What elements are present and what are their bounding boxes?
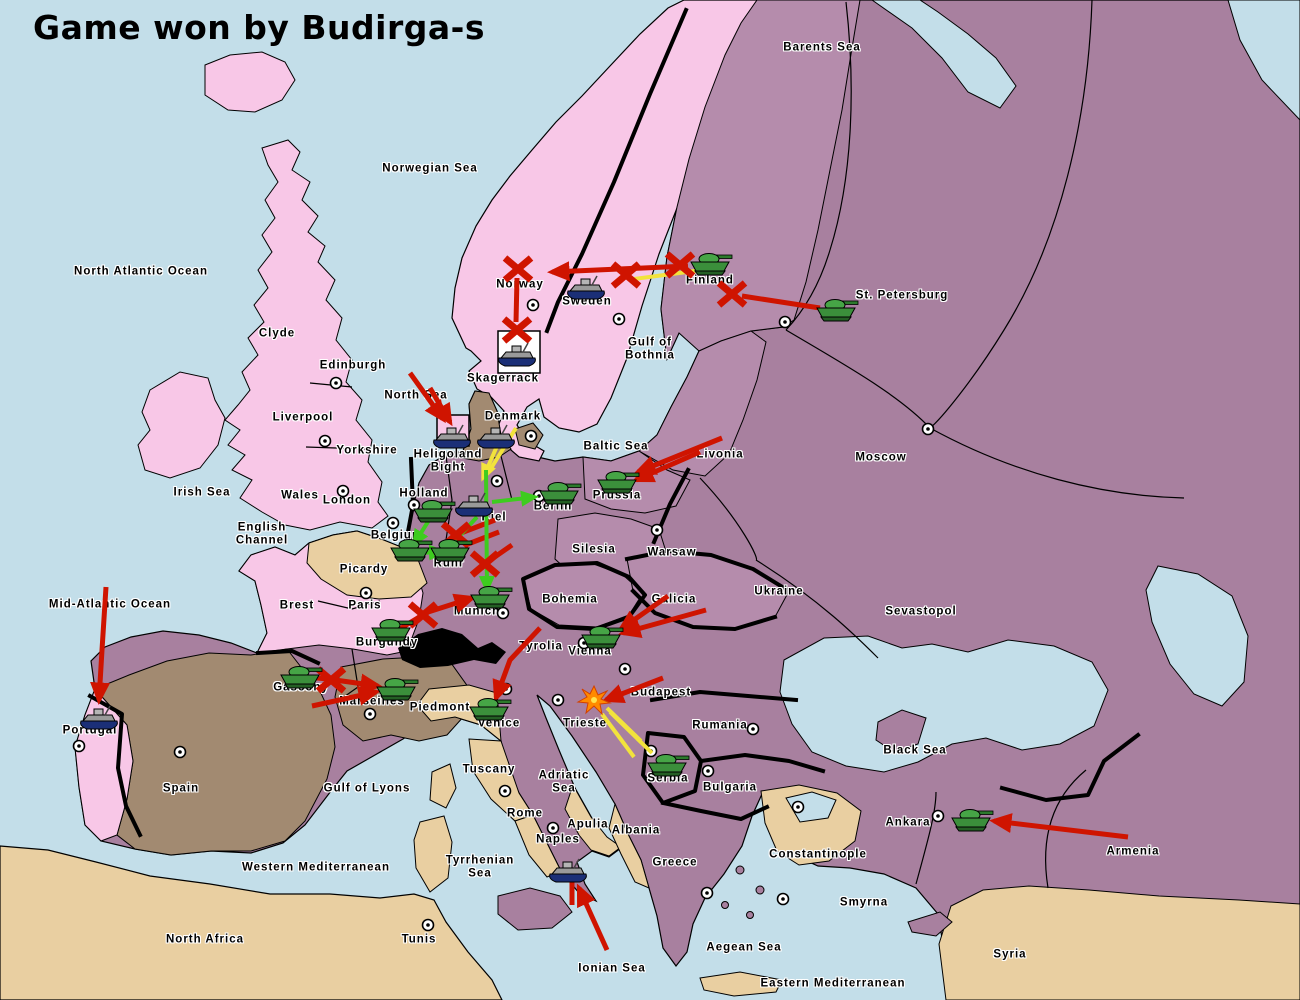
land-britain	[224, 139, 389, 531]
land-corsica	[429, 763, 457, 809]
land-iceland	[204, 51, 296, 113]
white-sea	[871, 0, 1017, 109]
land-ireland	[137, 371, 226, 479]
aegean-island	[755, 885, 765, 895]
black-sea	[779, 635, 1109, 773]
aegean-island	[721, 901, 729, 909]
land-cyprus	[907, 911, 953, 937]
land-crete	[699, 971, 783, 997]
land-syria	[938, 885, 1300, 1000]
land-north-africa	[0, 845, 503, 1000]
land-albania	[608, 802, 650, 889]
caspian-sea	[1145, 565, 1249, 707]
kara-sea-corner	[1227, 0, 1300, 121]
page-title: Game won by Budirga-s	[33, 8, 485, 47]
aegean-island	[746, 911, 754, 919]
thin-borders	[305, 0, 1185, 889]
land-sardinia	[413, 815, 453, 893]
aegean-island	[735, 865, 745, 875]
land-constantinople	[760, 784, 862, 866]
land-sicily	[497, 887, 573, 931]
sea-of-marmara	[785, 791, 837, 823]
land-apulia	[564, 783, 622, 857]
crimea	[875, 709, 927, 753]
alps-mountains	[398, 628, 506, 668]
